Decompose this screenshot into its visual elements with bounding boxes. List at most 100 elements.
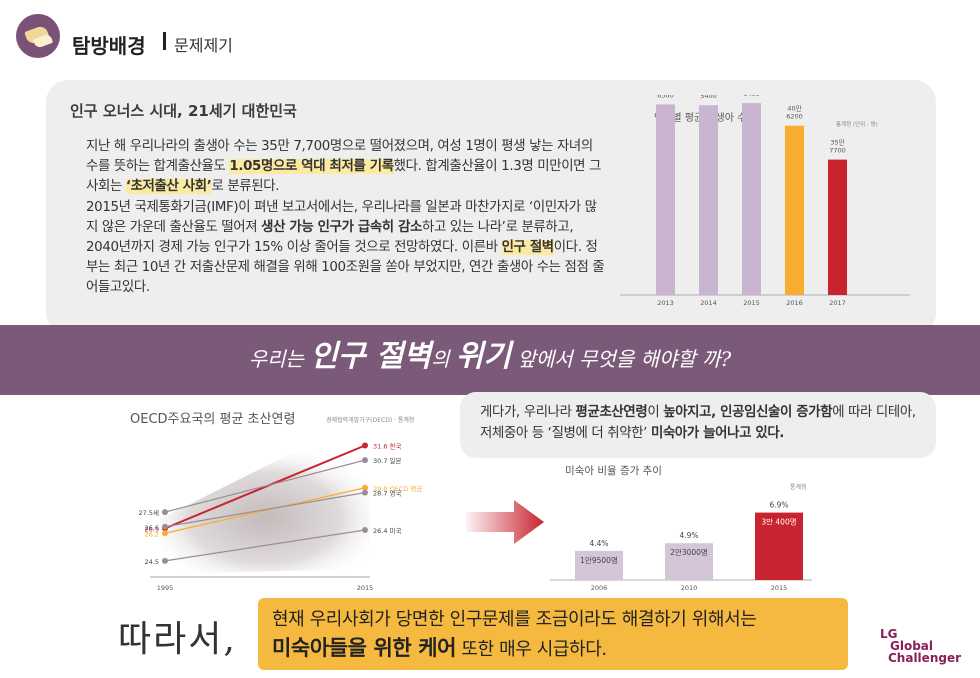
series-start-label: 24.5 xyxy=(145,558,159,566)
data-point xyxy=(162,530,168,537)
bar-value-label: 6.9% xyxy=(769,501,788,510)
conclusion-emphasis: 미숙아들을 위한 케어 xyxy=(272,636,457,660)
data-point xyxy=(362,527,368,533)
chart-note: 경제협력개발기구(OECD) · 통계청 xyxy=(326,417,415,424)
bar-value-label: 7700 xyxy=(829,147,846,155)
highlight-text: 1.05명으로 역대 최저를 기록 xyxy=(229,159,394,175)
banner-text: 우리는 xyxy=(248,347,311,371)
data-point xyxy=(162,523,168,530)
brand-line: LG xyxy=(880,627,898,641)
brand-line: Challenger xyxy=(888,651,962,665)
bar-value-label: 5400 xyxy=(700,95,717,100)
body-paragraph: 지난 해 우리나라의 출생아 수는 35만 7,700명으로 떨어졌으며, 여성… xyxy=(86,137,606,299)
bold-text: 평균초산연령 xyxy=(575,405,648,420)
banner-emphasis: 인구 절벽 xyxy=(310,339,432,374)
chart-title: 미숙아 비율 증가 추이 xyxy=(565,465,662,477)
brand-line: Global xyxy=(890,639,934,653)
para-text: 지난 해 우리나라의 출생아 수는 35만 7,700명으로 떨어졌으며, 여성… xyxy=(86,139,593,175)
page-subtitle: 문제제기 xyxy=(174,36,233,55)
bar-value-label: 4.9% xyxy=(679,531,698,540)
banner-text: 의 xyxy=(431,347,456,371)
x-tick-label: 2017 xyxy=(829,299,846,307)
page-title: 탐방배경 xyxy=(72,34,146,58)
series-start-label: 27.5세 xyxy=(139,508,159,517)
series-line xyxy=(164,459,366,513)
data-point xyxy=(362,457,368,464)
data-point xyxy=(162,557,168,564)
section-heading: 인구 오너스 시대, 21세기 대한민국 xyxy=(70,102,297,120)
conclusion-text: 현재 우리사회가 당면한 인구문제를 조금이라도 해결하기 위해서는 미숙아들을… xyxy=(272,606,842,664)
x-tick-label: 2014 xyxy=(700,299,717,307)
bold-text: 미숙아가 늘어나고 있다. xyxy=(650,426,785,441)
question-banner xyxy=(0,325,980,395)
bar-inner-label: 3만 400명 xyxy=(761,517,796,527)
bar xyxy=(785,125,804,295)
x-tick-label: 2015 xyxy=(771,584,788,592)
bar xyxy=(656,104,675,295)
x-tick-label: 2010 xyxy=(681,584,698,592)
bar-value-label: 40만 xyxy=(787,104,801,113)
bar xyxy=(742,103,761,296)
series-line xyxy=(164,487,366,534)
banner-emphasis: 위기 xyxy=(455,339,512,374)
series-start-label: 26.5 xyxy=(145,525,159,533)
chart-note: 통계청 xyxy=(790,484,807,491)
x-tick-label: 2016 xyxy=(786,299,803,307)
x-tick-label: 2015 xyxy=(743,299,760,307)
bar-value-label: 35만 xyxy=(830,138,844,147)
births-bar-chart: 연도별 평균 출생아 수 통계청 (단위 : 명) 43만6500201343만… xyxy=(620,95,910,307)
series-end-label: 26.4 미국 xyxy=(373,526,402,535)
bar xyxy=(755,512,803,580)
data-point xyxy=(362,442,368,449)
series-end-label: 28.7 영국 xyxy=(373,489,402,498)
bar-value-label: 4.4% xyxy=(589,539,608,548)
right-arrow-icon xyxy=(466,500,544,544)
conclusion-lead: 따라서, xyxy=(118,619,237,660)
highlight-text: 인구 절벽 xyxy=(501,240,554,256)
bold-text: 높아지고, 인공임신술이 증가함 xyxy=(663,405,833,420)
conclusion-line: 또한 매우 시급하다. xyxy=(456,639,607,660)
bar xyxy=(575,550,623,580)
banner-question: 우리는 인구 절벽의 위기 앞에서 무엇을 해야할 까? xyxy=(0,335,980,381)
section-logo-icon xyxy=(16,14,60,58)
bar xyxy=(699,105,718,295)
data-point xyxy=(362,489,368,496)
chart-note: 통계청 (단위 : 명) xyxy=(836,120,878,128)
premature-paragraph: 게다가, 우리나라 평균초산연령이 높아지고, 인공임신술이 증가함에 따라 디… xyxy=(480,402,930,444)
series-end-label: 29.0 OECD 평균 xyxy=(373,484,422,493)
data-point xyxy=(162,509,168,516)
title-divider xyxy=(163,32,166,50)
series-end-label: 30.7 일본 xyxy=(373,456,402,465)
para-text: 이다. 정부는 최근 10년 간 저출산문제 해결을 위해 100조원을 쏟아 … xyxy=(86,240,605,296)
bold-text: 생산 가능 인구가 급속히 감소 xyxy=(261,219,423,235)
series-line xyxy=(164,529,366,562)
para-text: 게다가, 우리나라 xyxy=(480,405,576,420)
bar-value-label: 6200 xyxy=(786,113,803,121)
series-end-label: 31.6 한국 xyxy=(373,443,402,451)
para-text: 2015년 국제통화기금(IMF)이 펴낸 보고서에서는, 우리나라를 일본과 … xyxy=(86,199,597,235)
series-line xyxy=(164,444,366,530)
brand-logo: LG Global Challenger xyxy=(880,628,961,664)
para-text: 로 분류된다. xyxy=(211,179,280,195)
x-tick-label: 2006 xyxy=(591,584,608,592)
para-text: 이 xyxy=(647,405,664,420)
highlight-text: ‘초저출산 사회’ xyxy=(125,179,212,195)
bar-inner-label: 1만9500명 xyxy=(580,555,618,565)
data-point xyxy=(362,484,368,491)
series-start-label: 26.6 xyxy=(145,524,159,532)
bar-inner-label: 2만3000명 xyxy=(670,547,708,557)
bar-value-label: 6500 xyxy=(657,95,674,99)
para-text: 에 따라 디테아, 저체중아 등 ‘질병에 더 취약한’ xyxy=(480,405,916,441)
bar xyxy=(828,159,847,295)
para-text: 했다. 합계출산율이 1.3명 미만이면 그 사회는 xyxy=(86,159,602,195)
series-line xyxy=(164,492,366,528)
premature-info-panel xyxy=(460,392,936,458)
x-tick-label: 2015 xyxy=(357,584,374,592)
conclusion-box xyxy=(258,598,848,670)
x-tick-label: 1995 xyxy=(157,584,174,592)
baby-photo-shape xyxy=(160,449,370,574)
para-text: 하고 있는 나라’로 분류하고, 2040년까지 경제 가능 인구가 15% 이… xyxy=(86,219,574,256)
banner-text: 앞에서 무엇을 해야할 까? xyxy=(511,347,732,371)
chart-title: OECD주요국의 평균 초산연령 xyxy=(130,412,296,427)
